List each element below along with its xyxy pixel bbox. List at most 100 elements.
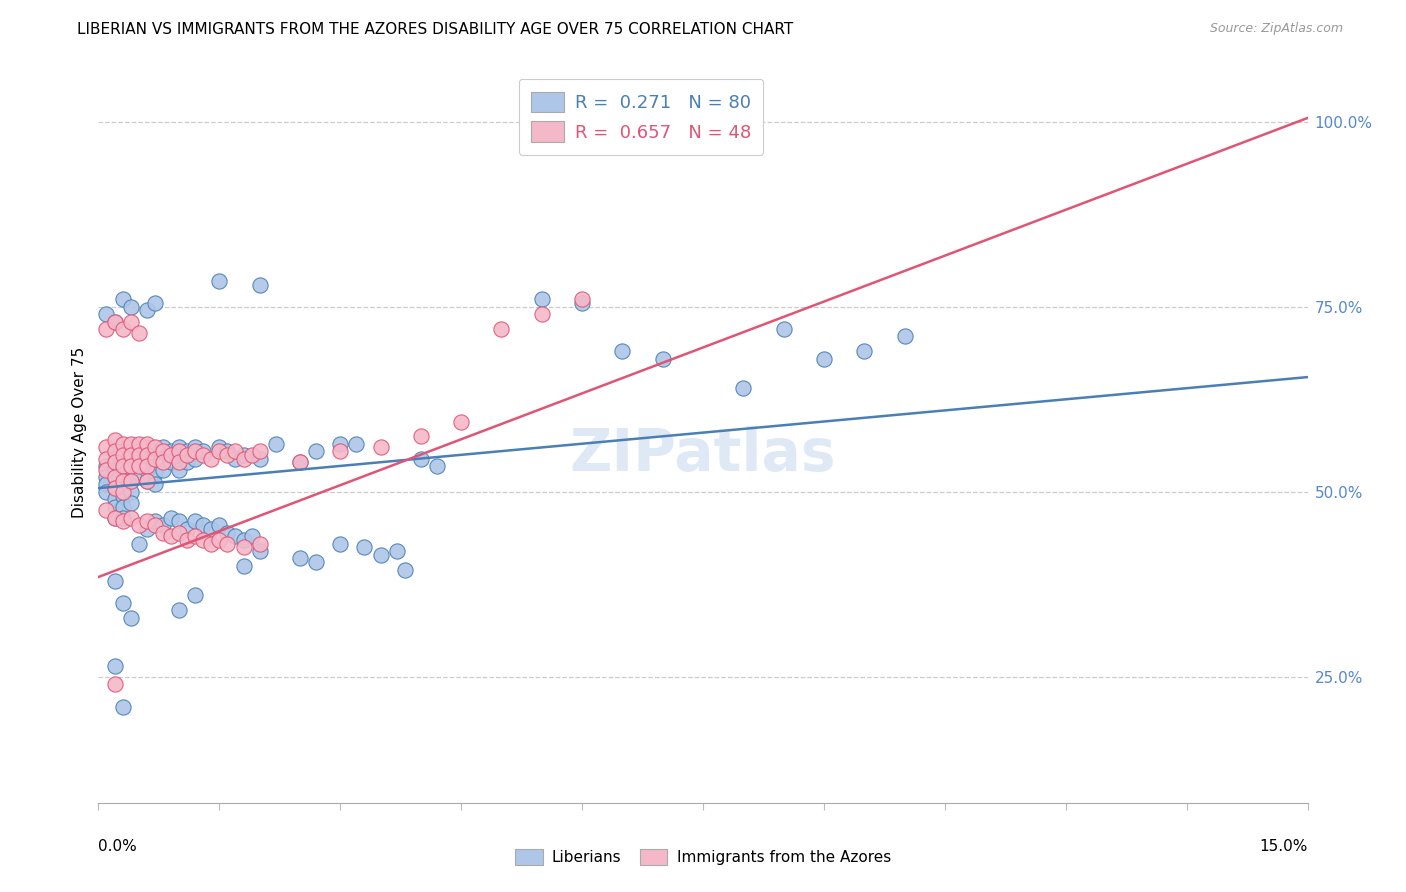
Point <box>103 444 125 458</box>
Point <box>232 558 254 573</box>
Point <box>249 451 271 466</box>
Point <box>184 441 207 455</box>
Point <box>103 314 125 328</box>
Point <box>193 444 215 458</box>
Point <box>103 451 125 466</box>
Point <box>128 448 150 462</box>
Point <box>111 458 134 473</box>
Point <box>152 518 174 533</box>
Point <box>143 444 166 458</box>
Point <box>184 515 207 529</box>
Point <box>409 429 432 443</box>
Point <box>208 274 231 288</box>
Point <box>96 470 118 484</box>
Point <box>305 555 328 569</box>
Point <box>176 522 198 536</box>
Point <box>128 518 150 533</box>
Point <box>288 455 311 469</box>
Point <box>96 322 118 336</box>
Text: 0.0%: 0.0% <box>98 838 138 854</box>
Point <box>103 574 125 588</box>
Point <box>450 415 472 429</box>
Point <box>120 484 142 499</box>
Point <box>184 589 207 603</box>
Point <box>370 441 392 455</box>
Point <box>135 474 157 488</box>
Point <box>120 458 142 473</box>
Point <box>733 107 755 121</box>
Point <box>893 329 915 343</box>
Point <box>135 436 157 450</box>
Point <box>120 474 142 488</box>
Point <box>208 533 231 547</box>
Point <box>193 448 215 462</box>
Point <box>193 533 215 547</box>
Point <box>167 515 190 529</box>
Point <box>385 544 408 558</box>
Point <box>111 477 134 491</box>
Point <box>128 436 150 450</box>
Point <box>103 510 125 524</box>
Point <box>120 610 142 624</box>
Point <box>160 448 183 462</box>
Point <box>160 455 183 469</box>
Point <box>167 455 190 469</box>
Point <box>491 322 513 336</box>
Point <box>120 436 142 450</box>
Point <box>288 551 311 566</box>
Point <box>160 510 183 524</box>
Point <box>135 474 157 488</box>
Point <box>329 536 352 550</box>
Point <box>111 455 134 469</box>
Point <box>103 481 125 495</box>
Point <box>394 563 416 577</box>
Point <box>530 307 553 321</box>
Point <box>208 518 231 533</box>
Point <box>232 533 254 547</box>
Point <box>167 462 190 476</box>
Point <box>128 455 150 469</box>
Point <box>96 307 118 321</box>
Point <box>103 500 125 514</box>
Point <box>111 467 134 481</box>
Text: Source: ZipAtlas.com: Source: ZipAtlas.com <box>1209 22 1343 36</box>
Point <box>143 518 166 533</box>
Point <box>176 455 198 469</box>
Point <box>103 510 125 524</box>
Point <box>135 441 157 455</box>
Point <box>329 436 352 450</box>
Point <box>329 444 352 458</box>
Point <box>200 522 222 536</box>
Point <box>103 462 125 476</box>
Point <box>217 536 239 550</box>
Point <box>135 448 157 462</box>
Point <box>120 314 142 328</box>
Point <box>128 536 150 550</box>
Point <box>143 467 166 481</box>
Point <box>240 529 263 543</box>
Point <box>167 603 190 617</box>
Point <box>111 436 134 450</box>
Point <box>128 444 150 458</box>
Point <box>128 467 150 481</box>
Point <box>409 451 432 466</box>
Point <box>128 458 150 473</box>
Point <box>152 441 174 455</box>
Point <box>167 525 190 540</box>
Point <box>208 444 231 458</box>
Point <box>232 448 254 462</box>
Point <box>232 451 254 466</box>
Point <box>344 436 367 450</box>
Point <box>184 451 207 466</box>
Point <box>96 441 118 455</box>
Point <box>111 699 134 714</box>
Point <box>167 441 190 455</box>
Point <box>111 596 134 610</box>
Point <box>612 344 634 359</box>
Point <box>111 474 134 488</box>
Point <box>135 515 157 529</box>
Legend: R =  0.271   N = 80, R =  0.657   N = 48: R = 0.271 N = 80, R = 0.657 N = 48 <box>519 78 763 155</box>
Point <box>120 462 142 476</box>
Y-axis label: Disability Age Over 75: Disability Age Over 75 <box>72 347 87 518</box>
Point <box>733 381 755 395</box>
